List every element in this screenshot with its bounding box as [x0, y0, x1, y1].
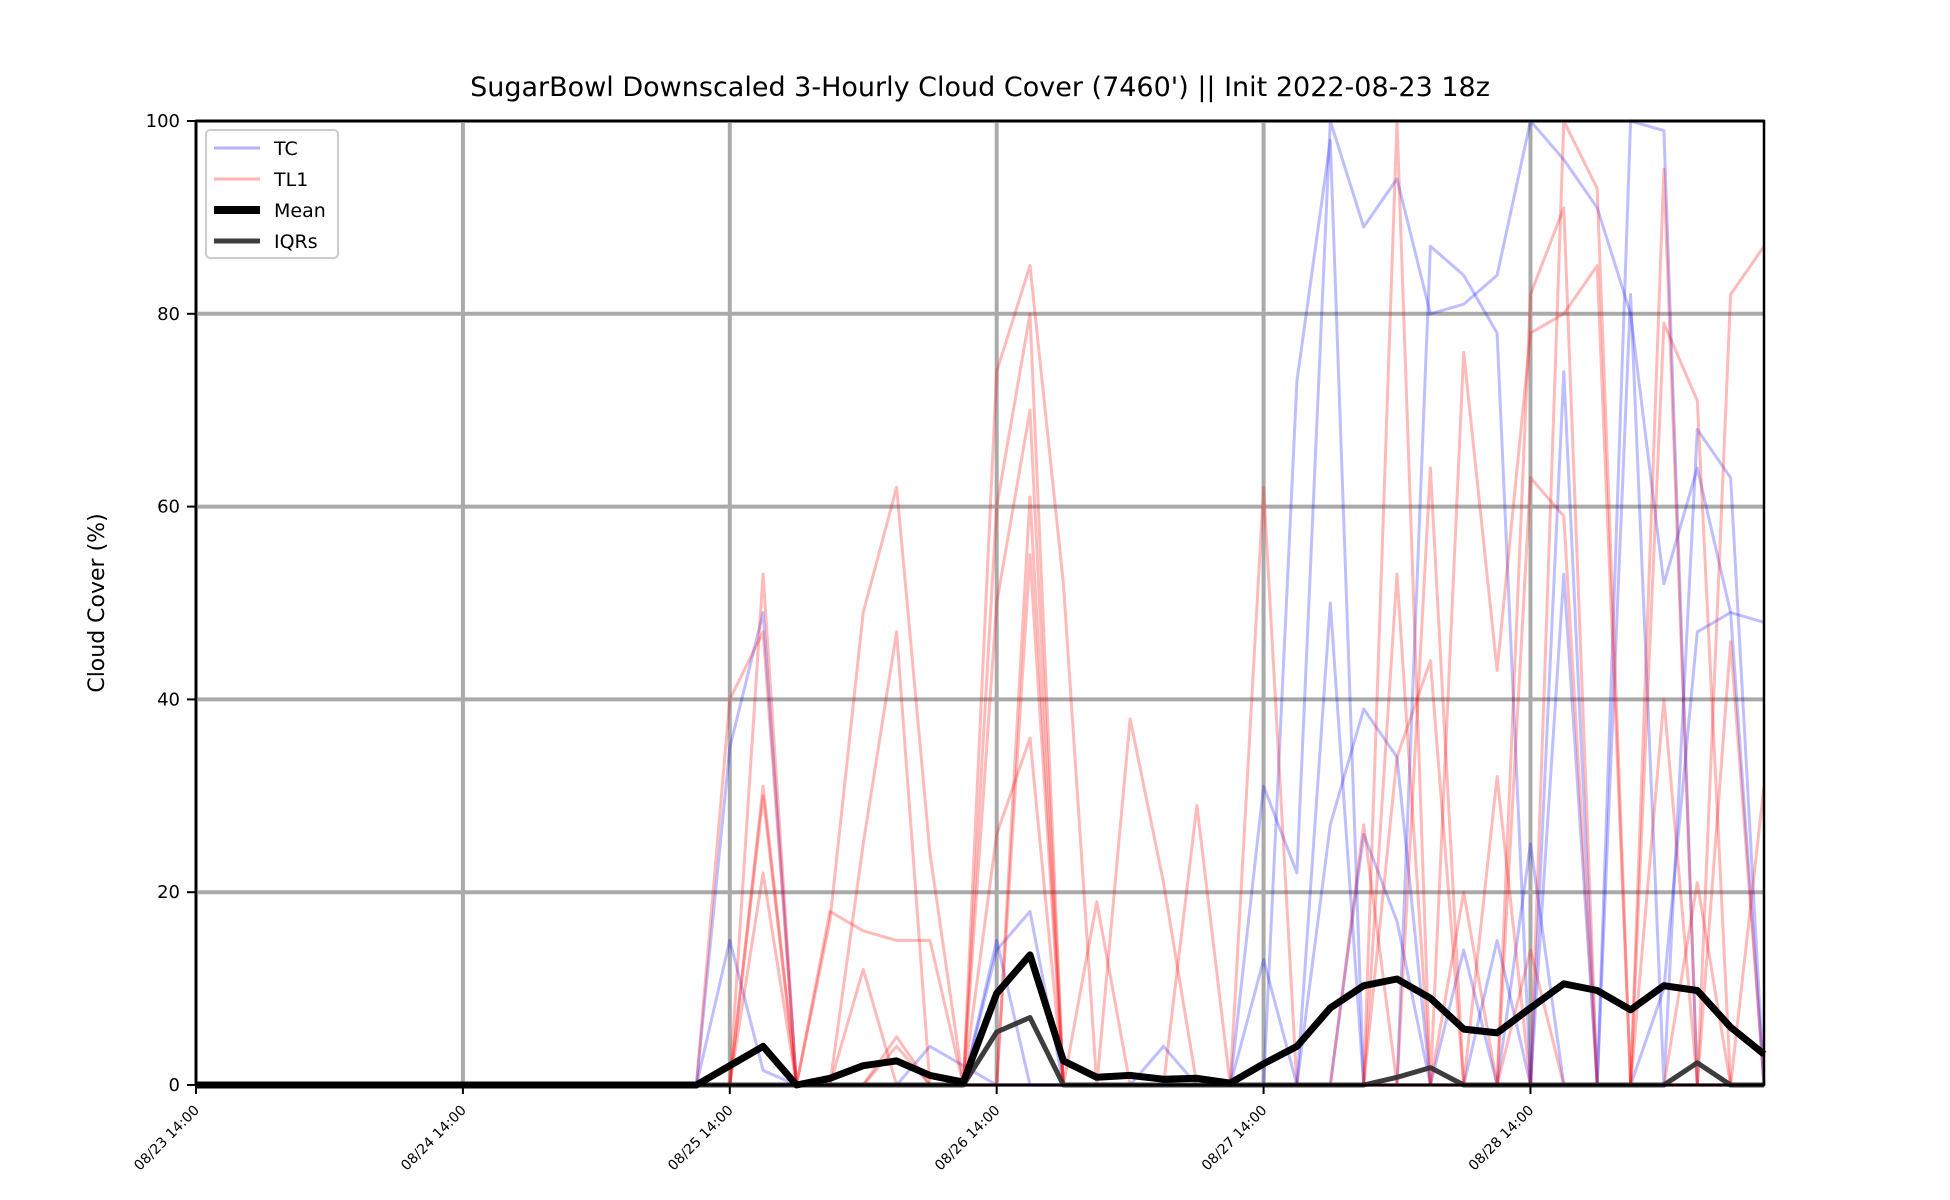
y-tick-label: 80: [157, 304, 180, 325]
legend-label: TC: [273, 138, 298, 160]
legend-label: Mean: [274, 200, 326, 222]
y-tick-label: 20: [157, 882, 180, 903]
y-tick-label: 100: [146, 111, 180, 132]
legend-label: TL1: [273, 169, 308, 191]
y-tick-label: 0: [169, 1075, 180, 1096]
legend: TC TL1 Mean IQRs: [205, 129, 339, 259]
legend-label: IQRs: [274, 231, 318, 253]
y-tick-label: 60: [157, 497, 180, 518]
legend-box: [205, 129, 339, 259]
y-tick-label: 40: [157, 689, 180, 710]
y-axis-label: Cloud Cover (%): [85, 513, 110, 692]
plot-frame: [194, 119, 1766, 1087]
chart-title: SugarBowl Downscaled 3-Hourly Cloud Cove…: [470, 72, 1490, 103]
grid-lines: [194, 119, 1764, 1087]
